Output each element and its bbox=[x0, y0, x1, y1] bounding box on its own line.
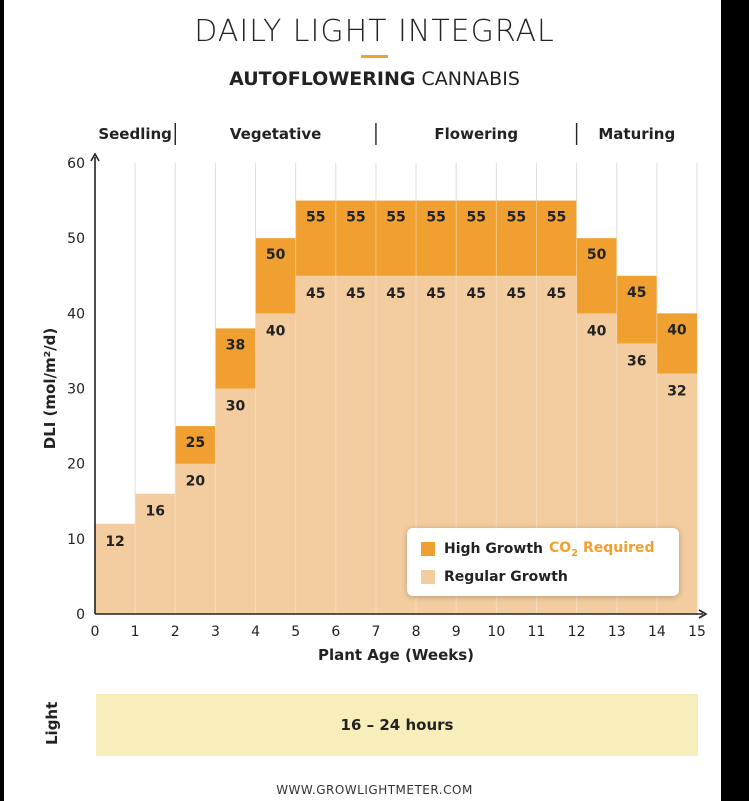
x-tick-1: 1 bbox=[131, 624, 140, 640]
chart-subtitle: AUTOFLOWERING CANNABIS bbox=[0, 68, 749, 90]
chart-title: DAILY LIGHT INTEGRAL bbox=[194, 14, 555, 49]
label-high-week-12: 50 bbox=[587, 247, 607, 263]
x-tick-8: 8 bbox=[412, 624, 421, 640]
y-tick-10: 10 bbox=[67, 532, 85, 548]
y-tick-60: 60 bbox=[67, 156, 85, 172]
label-regular-week-3: 30 bbox=[226, 399, 246, 415]
legend-high-growth: High Growth CO2 Required bbox=[421, 539, 655, 559]
chart-legend: High Growth CO2 Required Regular Growth bbox=[407, 528, 679, 596]
label-regular-week-0: 12 bbox=[105, 534, 124, 550]
light-hours-band: 16 – 24 hours bbox=[96, 694, 698, 756]
y-tick-50: 50 bbox=[67, 231, 85, 247]
legend-high-swatch bbox=[421, 542, 435, 556]
bar-regular-week-2 bbox=[175, 463, 216, 614]
label-regular-week-9: 45 bbox=[467, 286, 486, 302]
x-tick-3: 3 bbox=[211, 624, 220, 640]
y-tick-40: 40 bbox=[67, 306, 85, 322]
label-regular-week-12: 40 bbox=[587, 323, 607, 339]
title-underline bbox=[361, 55, 388, 58]
x-axis-arrow bbox=[698, 609, 708, 619]
label-regular-week-11: 45 bbox=[547, 286, 566, 302]
label-high-week-8: 55 bbox=[426, 210, 445, 226]
label-regular-week-14: 32 bbox=[667, 383, 686, 399]
subtitle-bold: AUTOFLOWERING bbox=[229, 68, 416, 90]
legend-regular-growth: Regular Growth bbox=[421, 567, 568, 587]
subtitle-rest: CANNABIS bbox=[415, 68, 520, 90]
light-hours-value: 16 – 24 hours bbox=[340, 716, 454, 734]
legend-regular-swatch bbox=[421, 570, 435, 584]
light-row-label: Light bbox=[43, 701, 61, 745]
label-regular-week-1: 16 bbox=[145, 504, 164, 520]
legend-high-label: High Growth bbox=[444, 541, 543, 557]
y-tick-0: 0 bbox=[76, 607, 85, 623]
label-regular-week-2: 20 bbox=[186, 474, 206, 490]
label-regular-week-5: 45 bbox=[306, 286, 325, 302]
label-regular-week-4: 40 bbox=[266, 323, 286, 339]
label-high-week-10: 55 bbox=[507, 210, 526, 226]
footer-url: WWW.GROWLIGHTMETER.COM bbox=[276, 783, 473, 797]
label-regular-week-13: 36 bbox=[627, 353, 646, 369]
x-tick-0: 0 bbox=[91, 624, 100, 640]
y-tick-20: 20 bbox=[67, 457, 85, 473]
label-regular-week-6: 45 bbox=[346, 286, 365, 302]
x-tick-15: 15 bbox=[688, 624, 706, 640]
bar-regular-week-5 bbox=[295, 275, 336, 614]
label-high-week-4: 50 bbox=[266, 247, 286, 263]
x-tick-6: 6 bbox=[331, 624, 340, 640]
bar-regular-week-1 bbox=[135, 493, 176, 614]
x-tick-14: 14 bbox=[648, 624, 666, 640]
x-tick-10: 10 bbox=[487, 624, 505, 640]
x-tick-11: 11 bbox=[528, 624, 546, 640]
stage-label-flowering: Flowering bbox=[434, 125, 518, 143]
legend-regular-label: Regular Growth bbox=[444, 569, 568, 585]
x-tick-4: 4 bbox=[251, 624, 260, 640]
bar-regular-week-4 bbox=[255, 313, 296, 614]
label-high-week-6: 55 bbox=[346, 210, 365, 226]
stage-label-maturing: Maturing bbox=[598, 125, 675, 143]
y-axis-title: DLI (mol/m²/d) bbox=[41, 328, 59, 450]
label-regular-week-7: 45 bbox=[386, 286, 405, 302]
x-tick-12: 12 bbox=[568, 624, 586, 640]
stage-label-vegetative: Vegetative bbox=[230, 125, 321, 143]
label-regular-week-10: 45 bbox=[507, 286, 526, 302]
stage-label-seedling: Seedling bbox=[98, 125, 172, 143]
label-high-week-5: 55 bbox=[306, 210, 325, 226]
label-high-week-11: 55 bbox=[547, 210, 566, 226]
bar-regular-week-3 bbox=[215, 388, 256, 614]
label-high-week-14: 40 bbox=[667, 322, 687, 338]
x-tick-2: 2 bbox=[171, 624, 180, 640]
label-high-week-9: 55 bbox=[467, 210, 486, 226]
label-high-week-2: 25 bbox=[186, 435, 205, 451]
legend-co2-note: CO2 Required bbox=[548, 539, 655, 559]
label-high-week-13: 45 bbox=[627, 285, 646, 301]
x-axis-title: Plant Age (Weeks) bbox=[318, 646, 474, 664]
y-tick-30: 30 bbox=[67, 382, 85, 398]
x-tick-7: 7 bbox=[371, 624, 380, 640]
bar-regular-week-6 bbox=[335, 275, 376, 614]
x-tick-5: 5 bbox=[291, 624, 300, 640]
bar-regular-week-0 bbox=[95, 523, 136, 614]
y-axis-arrow bbox=[90, 152, 100, 162]
label-high-week-7: 55 bbox=[386, 210, 405, 226]
x-tick-13: 13 bbox=[608, 624, 626, 640]
x-tick-9: 9 bbox=[452, 624, 461, 640]
label-regular-week-8: 45 bbox=[426, 286, 445, 302]
label-high-week-3: 38 bbox=[226, 337, 245, 353]
